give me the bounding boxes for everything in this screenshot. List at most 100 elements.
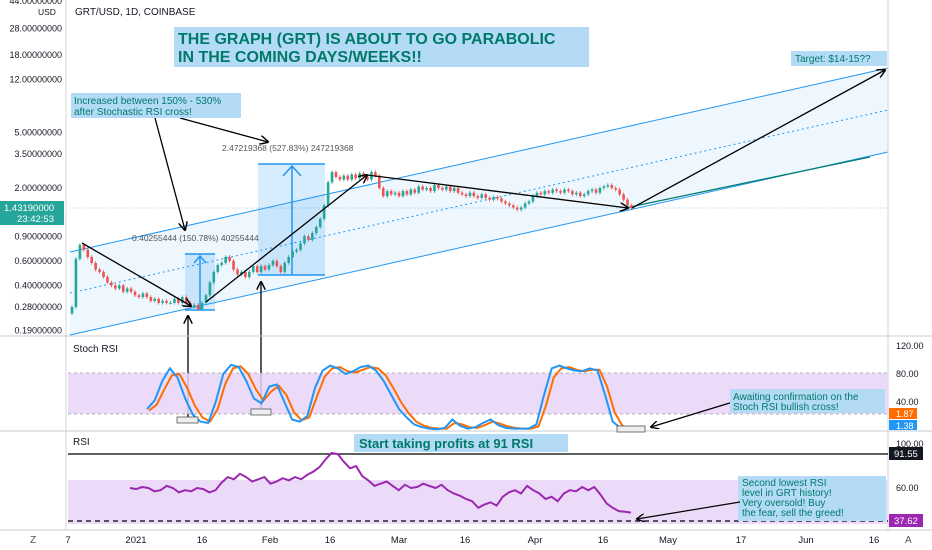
candle-body <box>456 188 460 193</box>
target-box <box>791 51 887 66</box>
zoom-icon[interactable]: Z <box>30 535 36 546</box>
candle-body <box>389 191 393 195</box>
candle-body <box>618 189 621 195</box>
candle-body <box>248 271 251 277</box>
measure-big-label: 2.47219368 (527.83%) 247219368 <box>222 143 354 153</box>
candle-body <box>464 194 468 197</box>
candle-body <box>563 189 566 193</box>
candle-body <box>614 188 618 190</box>
candle-body <box>110 282 113 286</box>
current-price-value: 1.43190000 <box>4 203 54 214</box>
time-tick-label: May <box>659 535 677 546</box>
increase-arrow-1 <box>154 117 185 230</box>
target-label: Target: $14-15?? <box>795 54 871 65</box>
candle-body <box>555 189 558 192</box>
candle-body <box>630 205 633 209</box>
rsi-oversold-arrow <box>637 501 741 519</box>
time-tick-label: 17 <box>736 535 747 546</box>
candle-body <box>117 285 121 289</box>
candle-body <box>547 191 551 193</box>
uptrend-line <box>205 175 367 303</box>
increase-line1: Increased between 150% - 530% <box>74 96 221 107</box>
time-tick-label: 16 <box>598 535 609 546</box>
headline-box <box>174 27 589 67</box>
candle-body <box>287 256 290 263</box>
increase-line2: after Stochastic RSI cross! <box>74 107 192 118</box>
candle-body <box>519 207 523 210</box>
price-tick-label: 2.00000000 <box>14 183 62 193</box>
rsi-axis[interactable]: 100.00 60.00 <box>896 439 924 493</box>
candle-body <box>523 203 527 208</box>
stoch-annotation-line1: Awaiting confirmation on the <box>733 392 859 403</box>
candle-body <box>385 191 389 197</box>
candle-body <box>578 192 582 197</box>
candle-body <box>492 197 495 200</box>
candle-body <box>472 192 476 197</box>
candle-body <box>437 185 440 188</box>
measure-big-box <box>258 163 325 276</box>
candle-body <box>606 185 610 187</box>
candle-body <box>102 271 105 277</box>
stoch-cross-marker-2 <box>250 408 272 416</box>
candle-body <box>409 189 413 195</box>
candle-body <box>445 186 448 190</box>
candle-body <box>212 271 216 283</box>
price-tick-label: 0.28000000 <box>14 302 62 312</box>
channel-bottom-extension <box>624 156 871 209</box>
candle-body <box>413 189 417 193</box>
candle-body <box>251 266 255 272</box>
headline-line2: IN THE COMING DAYS/WEEKS!! <box>178 49 422 66</box>
candle-body <box>504 201 507 204</box>
candle-body <box>232 260 235 270</box>
candle-body <box>106 276 109 283</box>
rsi-current-value: 37.62 <box>894 516 918 527</box>
rsi-tick-label: 60.00 <box>896 483 919 493</box>
candle-body <box>626 199 629 206</box>
candle-body <box>366 176 369 180</box>
candle-body <box>216 265 220 272</box>
stoch-k-value: 1.87 <box>896 409 914 419</box>
time-tick-label: Jun <box>798 535 813 546</box>
candle-body <box>535 192 539 197</box>
candle-body <box>476 196 480 198</box>
candle-body <box>374 172 377 176</box>
candle-body <box>468 192 472 197</box>
candle-body <box>169 302 172 304</box>
profit-box <box>354 434 568 452</box>
rsi-tick-label: 100.00 <box>896 439 924 449</box>
price-tick-label: 0.60000000 <box>14 256 62 266</box>
rsi-annotation-line2: level in GRT history! <box>742 488 832 499</box>
candle-body <box>527 201 531 204</box>
stoch-cross-marker-1 <box>176 416 199 424</box>
auto-scale-button[interactable]: A <box>905 535 912 546</box>
rsi-line <box>129 451 632 514</box>
candle-body <box>220 262 224 266</box>
channel-top-line <box>69 67 889 253</box>
candle-body <box>244 271 247 277</box>
price-tick-label: 28.00000000 <box>9 23 62 33</box>
candle-body <box>267 265 271 270</box>
candle-body <box>511 205 515 208</box>
candle-body <box>401 191 405 197</box>
candle-body <box>78 244 82 259</box>
candle-body <box>157 298 160 303</box>
stoch-d-tag <box>889 420 917 430</box>
candle-body <box>177 298 180 303</box>
price-axis[interactable]: 44.00000000 28.00000000 18.00000000 12.0000… <box>9 0 62 335</box>
increase-arrow-2 <box>179 117 268 142</box>
candle-body <box>598 188 602 193</box>
candle-body <box>271 260 275 266</box>
time-tick-label: 16 <box>460 535 471 546</box>
candle-body <box>326 182 330 206</box>
time-axis[interactable]: 7 2021 16 Feb 16 Mar 16 Apr 16 May 17 Jun 16 <box>65 535 879 546</box>
candle-body <box>98 269 101 272</box>
candle-body <box>433 185 436 192</box>
candle-body <box>236 269 239 275</box>
candle-body <box>322 205 326 219</box>
candle-body <box>200 302 204 310</box>
candle-body <box>299 243 302 250</box>
candle-body <box>228 256 231 261</box>
candle-body <box>129 288 133 292</box>
stoch-axis[interactable]: 120.00 80.00 40.00 <box>896 341 924 407</box>
candle-body <box>602 186 606 188</box>
